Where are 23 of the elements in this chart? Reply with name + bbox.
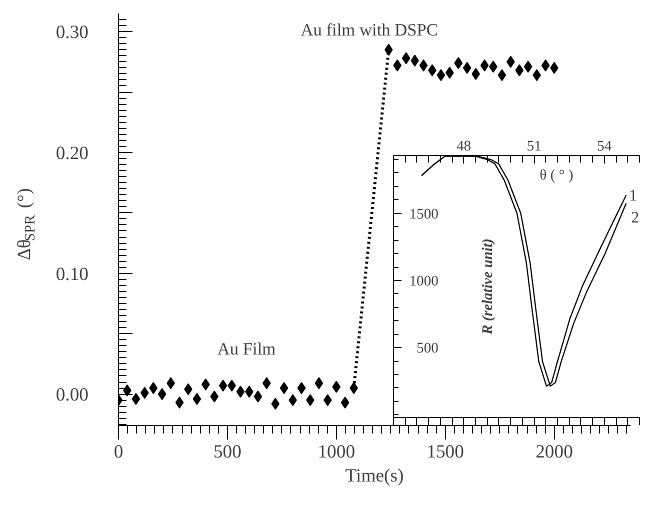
y-tick-label: 500 (416, 340, 438, 357)
x-tick-label: 500 (213, 442, 242, 462)
x-tick-label: 54 (597, 138, 612, 154)
x-axis-title: Time(s) (345, 466, 404, 486)
annotation: Au Film (217, 339, 276, 358)
y-tick-label: 0.20 (56, 142, 89, 164)
y-tick-label: 0.10 (56, 264, 89, 285)
y-tick-label: 1000 (409, 273, 438, 290)
series-label: 1 (629, 188, 638, 205)
series-label: 2 (631, 209, 640, 226)
y-tick-label: 0.00 (56, 384, 89, 406)
y-tick-label: 0.30 (56, 22, 89, 44)
x-tick-label: 1000 (318, 442, 356, 462)
x-tick-label: 2000 (536, 442, 573, 462)
y-axis-title: ΔθSPR (°) (14, 188, 38, 260)
annotation: Au film with DSPC (300, 20, 438, 40)
x-tick-label: 51 (526, 138, 542, 154)
x-tick-label: 48 (456, 138, 472, 154)
y-axis-title: R (relative unit) (480, 238, 496, 336)
y-tick-label: 1500 (409, 206, 438, 222)
x-tick-label: 0 (114, 442, 124, 462)
x-tick-label: 1500 (426, 442, 464, 462)
x-axis-title: θ ( ° ) (540, 168, 574, 184)
